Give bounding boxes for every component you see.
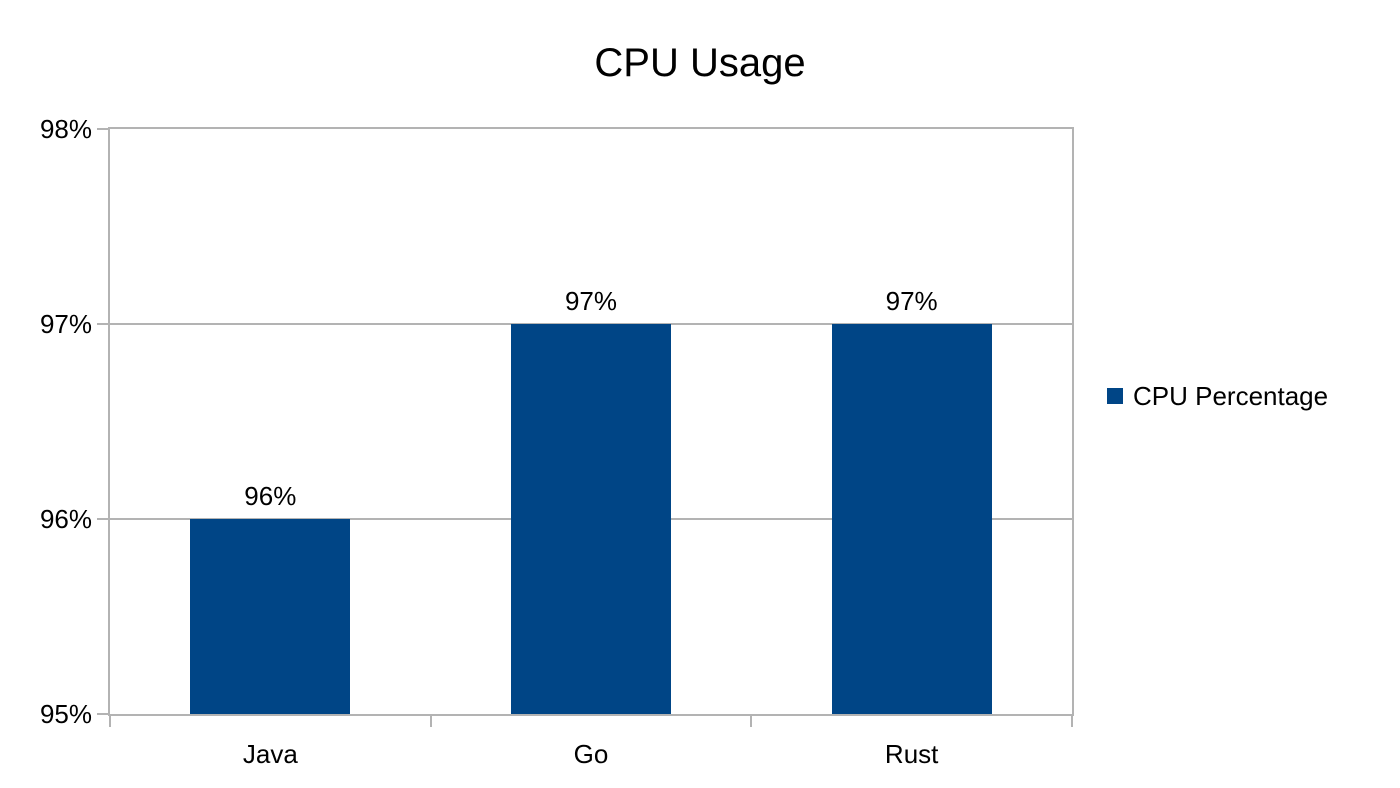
x-axis-label-go: Go — [573, 739, 609, 769]
y-axis-label: 96% — [39, 504, 92, 534]
y-axis-tick — [97, 713, 110, 715]
y-axis-label: 95% — [39, 699, 92, 729]
y-axis-tick — [97, 128, 110, 130]
legend-square-icon — [1107, 388, 1123, 404]
legend: CPU Percentage — [1107, 381, 1328, 411]
y-axis-label: 97% — [39, 309, 92, 339]
x-axis-label-java: Java — [242, 739, 298, 769]
y-axis-tick — [97, 323, 110, 325]
bar-rust — [831, 324, 992, 714]
data-label-java: 96% — [244, 481, 297, 511]
chart-title: CPU Usage — [594, 41, 806, 85]
x-axis-tick — [109, 714, 111, 727]
data-label-rust: 97% — [885, 286, 938, 316]
y-axis-label: 98% — [39, 114, 92, 144]
legend-series-label: CPU Percentage — [1133, 381, 1329, 411]
x-axis-label-rust: Rust — [884, 739, 939, 769]
data-label-go: 97% — [564, 286, 618, 316]
x-axis-tick — [750, 714, 753, 727]
x-axis-tick — [429, 714, 432, 727]
plot-area: 95% 96% 97% 98% 96% Java 97% Go 97% Rust — [40, 114, 1074, 769]
bar-java — [190, 519, 351, 714]
bar-go — [511, 324, 671, 714]
x-axis-tick — [1071, 714, 1073, 727]
y-axis-tick — [97, 518, 110, 520]
